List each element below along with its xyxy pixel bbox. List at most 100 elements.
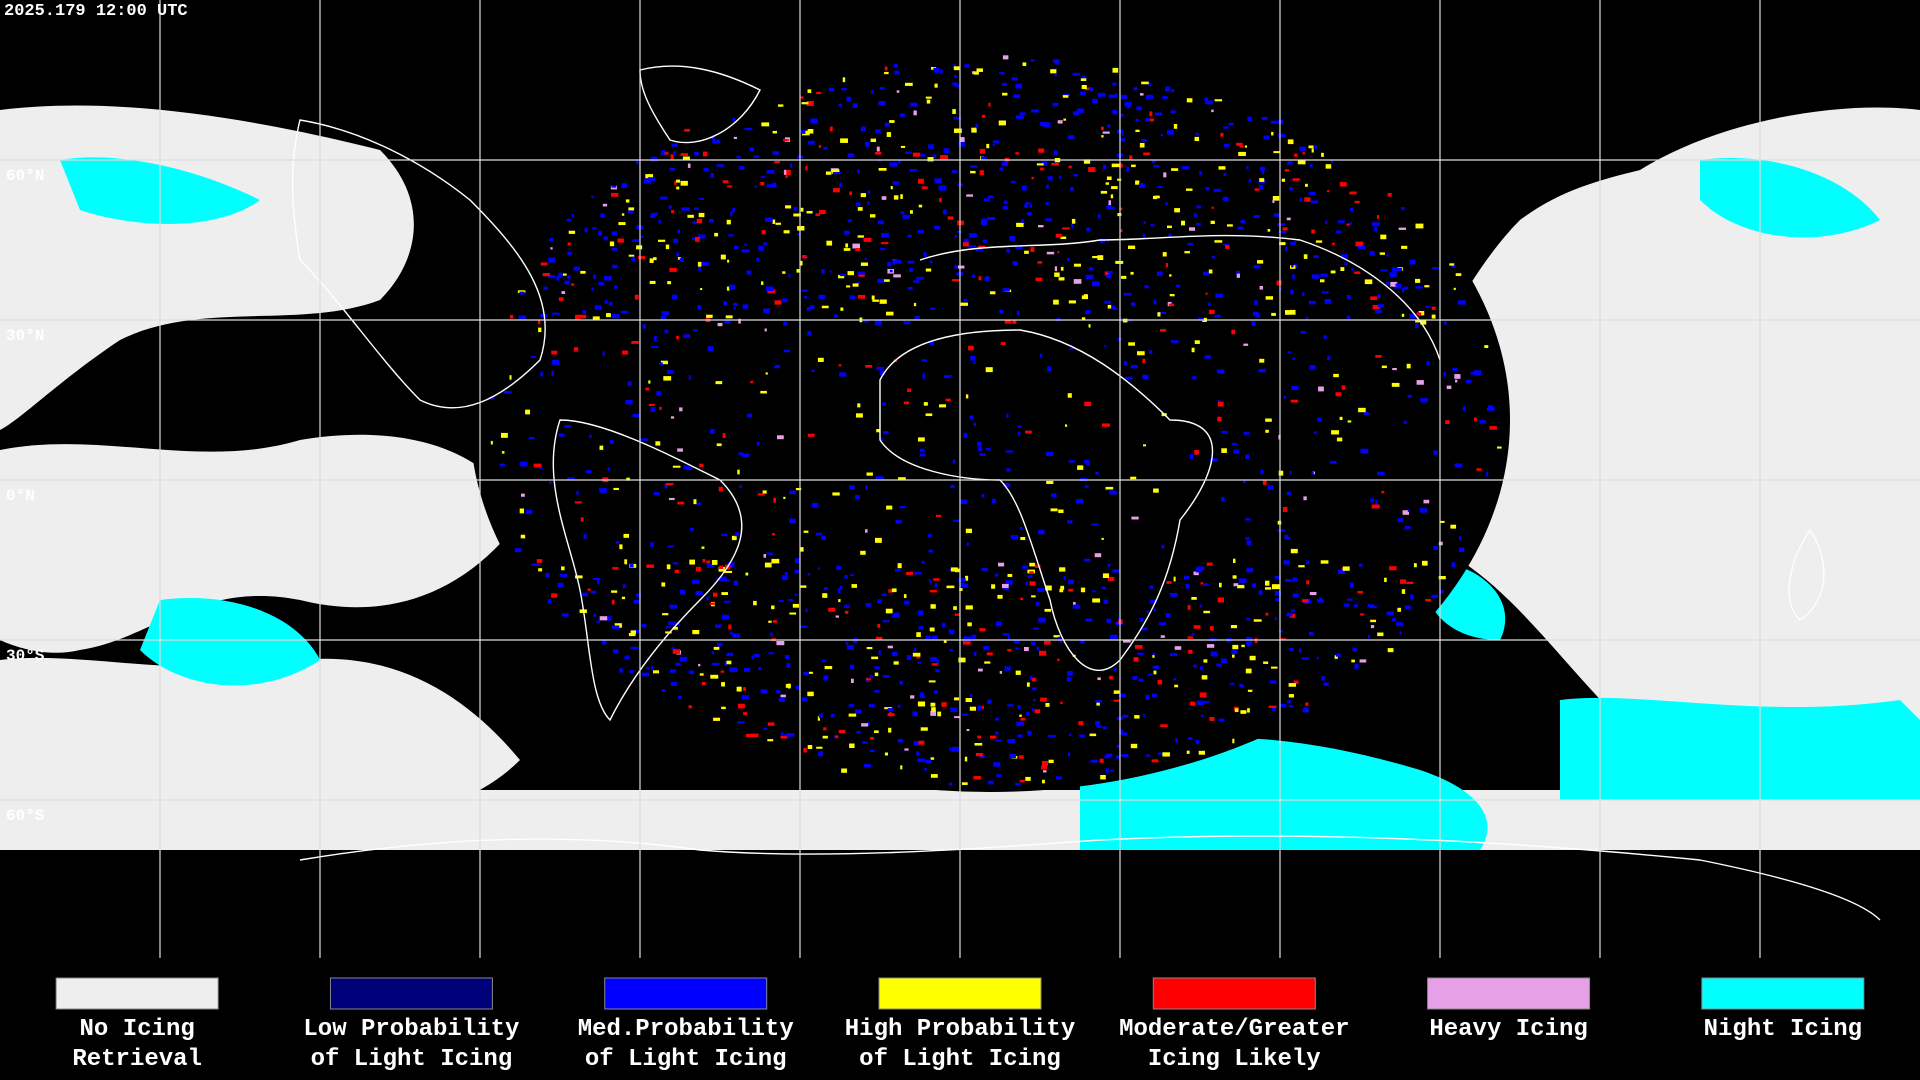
icing-pixel [939, 198, 942, 203]
icing-pixel [893, 274, 901, 278]
icing-pixel [954, 716, 960, 719]
icing-pixel [1090, 759, 1099, 763]
icing-pixel [772, 533, 776, 536]
icing-pixel [1012, 320, 1017, 324]
icing-pixel [696, 502, 701, 505]
icing-pixel [1199, 170, 1202, 176]
icing-pixel [869, 749, 875, 752]
icing-pixel [1385, 254, 1389, 257]
icing-pixel [1102, 726, 1107, 730]
icing-pixel [802, 130, 810, 136]
icing-pixel [910, 102, 918, 107]
icing-pixel [1284, 534, 1289, 540]
icing-pixel [1387, 193, 1392, 197]
icing-pixel [1285, 310, 1291, 315]
icing-pixel [1403, 420, 1407, 424]
icing-pixel [744, 243, 747, 247]
icing-pixel [1145, 118, 1150, 122]
icing-pixel [776, 689, 781, 694]
icing-pixel [1377, 471, 1385, 476]
icing-pixel [880, 247, 886, 251]
icing-pixel [858, 274, 865, 277]
icing-pixel [1175, 738, 1178, 743]
icing-pixel [993, 762, 1001, 767]
icing-pixel [1233, 449, 1240, 454]
icing-pixel [1004, 666, 1011, 671]
icing-pixel [807, 129, 814, 134]
icing-pixel [1015, 670, 1021, 675]
icing-pixel [917, 758, 925, 763]
icing-pixel [1248, 178, 1251, 183]
icing-pixel [1338, 569, 1346, 574]
icing-pixel [1046, 480, 1054, 485]
icing-pixel [1057, 658, 1060, 662]
icing-pixel [840, 307, 844, 311]
icing-pixel [1085, 309, 1091, 315]
icing-pixel [1114, 668, 1117, 672]
icing-pixel [1153, 608, 1156, 612]
icing-pixel [1135, 645, 1143, 649]
icing-pixel [720, 670, 725, 673]
icing-pixel [793, 213, 801, 217]
icing-pixel [959, 583, 965, 587]
icing-pixel [973, 71, 979, 75]
icing-pixel [490, 440, 493, 445]
icing-pixel [620, 310, 629, 314]
icing-pixel [592, 227, 597, 230]
icing-pixel [1166, 129, 1174, 135]
icing-pixel [864, 257, 867, 261]
icing-pixel [1419, 508, 1428, 513]
icing-pixel [952, 109, 956, 114]
icing-pixel [862, 741, 868, 744]
icing-pixel [1290, 289, 1294, 295]
icing-pixel [887, 645, 893, 649]
icing-pixel [1360, 613, 1365, 616]
latitude-label: 0°N [6, 487, 35, 505]
icing-pixel [619, 544, 623, 550]
icing-pixel [726, 219, 731, 225]
icing-pixel [1045, 585, 1052, 591]
icing-pixel [1288, 694, 1295, 698]
icing-pixel [514, 548, 522, 553]
icing-pixel [711, 662, 720, 666]
icing-pixel [965, 698, 972, 703]
icing-pixel [839, 182, 843, 188]
icing-pixel [801, 102, 809, 105]
icing-pixel [1354, 664, 1359, 669]
icing-pixel [1153, 195, 1157, 200]
icing-pixel [1273, 213, 1281, 217]
legend-swatch [1152, 977, 1316, 1010]
icing-pixel [800, 207, 804, 212]
icing-pixel [857, 169, 860, 174]
icing-pixel [1253, 265, 1261, 269]
icing-pixel [738, 452, 744, 456]
icing-pixel [724, 570, 733, 573]
icing-pixel [1474, 417, 1477, 422]
icing-pixel [1343, 603, 1350, 607]
icing-pixel [799, 260, 803, 266]
icing-pixel [977, 705, 982, 711]
icing-pixel [1406, 363, 1411, 369]
icing-pixel [1113, 690, 1121, 694]
icing-pixel [672, 626, 678, 630]
icing-pixel [1253, 619, 1262, 622]
icing-pixel [1112, 109, 1117, 115]
icing-pixel [1020, 597, 1024, 601]
icing-pixel [985, 367, 993, 373]
icing-pixel [638, 256, 646, 260]
icing-pixel [1105, 768, 1109, 773]
icing-pixel [667, 370, 674, 374]
icing-pixel [1146, 610, 1149, 614]
icing-pixel [898, 160, 901, 164]
icing-pixel [950, 567, 958, 572]
icing-pixel [1207, 302, 1211, 306]
icing-pixel [1246, 540, 1252, 546]
icing-pixel [1339, 416, 1343, 421]
icing-pixel [1105, 182, 1110, 185]
icing-pixel [716, 443, 722, 447]
icing-pixel [1377, 632, 1384, 637]
icing-pixel [1065, 424, 1068, 427]
icing-pixel [695, 591, 703, 596]
icing-pixel [673, 151, 676, 156]
icing-pixel [557, 582, 564, 587]
